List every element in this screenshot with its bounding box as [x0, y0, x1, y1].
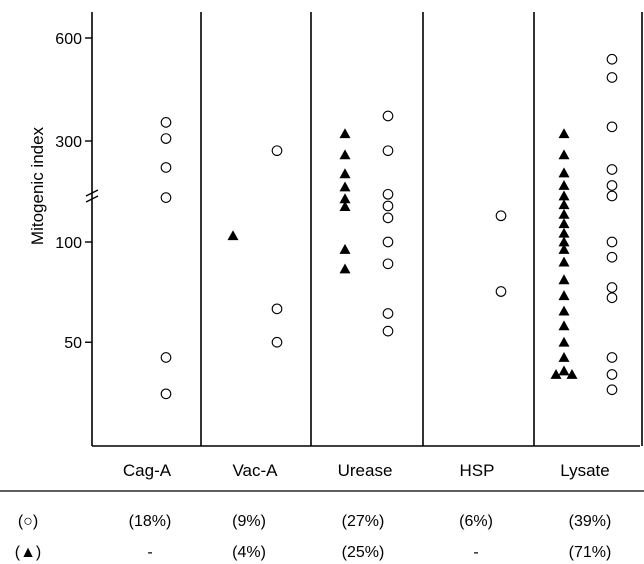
circle-point [271, 303, 283, 315]
category-labels: Cag-A Vac-A Urease HSP Lysate [123, 461, 610, 480]
circle-point [382, 145, 394, 157]
percentage-cell: (39%) [569, 513, 612, 530]
y-ticks: 600 300 100 50 [55, 31, 92, 352]
circle-point [606, 236, 618, 248]
axis-break-mark [85, 189, 99, 197]
circle-point [382, 236, 394, 248]
circle-point [382, 325, 394, 337]
triangle-point [558, 351, 570, 362]
circle-point [606, 369, 618, 380]
circle-point [160, 192, 172, 203]
circle-point [271, 336, 283, 348]
circle-point [606, 190, 618, 202]
percentage-cell: - [147, 544, 152, 561]
circle-point [382, 212, 394, 224]
triangle-point [558, 218, 570, 229]
category-label: Lysate [560, 461, 609, 480]
triangle-point [558, 256, 570, 267]
percentage-cell: (27%) [342, 513, 385, 530]
y-axis-label: Mitogenic index [28, 126, 47, 245]
triangle-point [558, 274, 570, 285]
row-marker-label: (○) [18, 513, 38, 530]
axis-break-mark [85, 195, 99, 203]
circle-point [495, 286, 507, 297]
circle-point [606, 384, 618, 396]
triangle-point [558, 320, 570, 331]
circle-point [606, 164, 618, 175]
circle-point [271, 145, 283, 157]
category-label: Vac-A [232, 461, 278, 480]
triangle-point [558, 199, 570, 210]
category-label: Urease [338, 461, 393, 480]
y-tick-label: 300 [55, 134, 82, 151]
circle-point [160, 117, 172, 128]
triangle-point [558, 167, 570, 178]
percentage-cell: (18%) [129, 513, 172, 530]
triangle-point [558, 128, 570, 139]
y-tick-label: 100 [55, 235, 82, 252]
axes [85, 12, 640, 447]
triangle-point [558, 208, 570, 219]
percentage-cell: - [473, 544, 478, 561]
triangle-point [339, 168, 351, 179]
y-tick-label: 50 [64, 335, 82, 352]
triangle-point [558, 179, 570, 190]
triangle-point [227, 230, 239, 241]
data-points [160, 53, 618, 400]
circle-point [160, 352, 172, 363]
triangle-point [558, 305, 570, 316]
triangle-point [339, 243, 351, 254]
triangle-point [339, 149, 351, 160]
circle-point [382, 308, 394, 319]
circle-point [160, 388, 172, 400]
percentage-cell: (6%) [459, 513, 493, 530]
circle-point [382, 110, 394, 122]
percentage-cell: (4%) [232, 544, 266, 561]
triangle-point [339, 128, 351, 139]
percentage-cell: (71%) [569, 544, 612, 561]
circle-point [606, 53, 618, 65]
circle-point [160, 162, 172, 173]
triangle-point [558, 243, 570, 254]
percentage-cell: (25%) [342, 544, 385, 561]
circle-point [606, 352, 618, 363]
triangle-point [558, 336, 570, 347]
circle-point [606, 282, 618, 293]
triangle-point [558, 190, 570, 201]
circle-point [382, 258, 394, 270]
category-dividers [200, 12, 643, 446]
triangle-point [558, 290, 570, 301]
triangle-point [339, 181, 351, 192]
triangle-point [339, 263, 351, 274]
category-label: Cag-A [123, 461, 172, 480]
circle-point [606, 292, 618, 304]
circle-point [160, 133, 172, 144]
row-marker-label: (▲) [15, 544, 42, 561]
circle-point [606, 180, 618, 191]
triangle-point [550, 369, 562, 379]
triangle-point [566, 369, 578, 379]
triangle-point [558, 236, 570, 247]
triangle-point [339, 201, 351, 211]
circle-point [606, 72, 618, 83]
circle-point [382, 188, 394, 200]
triangle-point [558, 365, 570, 376]
category-label: HSP [460, 461, 495, 480]
circle-point [495, 210, 507, 222]
triangle-point [558, 227, 570, 238]
circle-point [606, 251, 618, 263]
percentage-table: (○) (18%) (9%) (27%) (6%) (39%) (▲) - (4%) (25%) -… [15, 513, 612, 561]
circle-point [382, 200, 394, 212]
triangle-point [558, 149, 570, 160]
percentage-cell: (9%) [232, 513, 266, 530]
triangle-point [339, 193, 351, 204]
y-tick-label: 600 [55, 31, 82, 48]
circle-point [606, 121, 618, 133]
